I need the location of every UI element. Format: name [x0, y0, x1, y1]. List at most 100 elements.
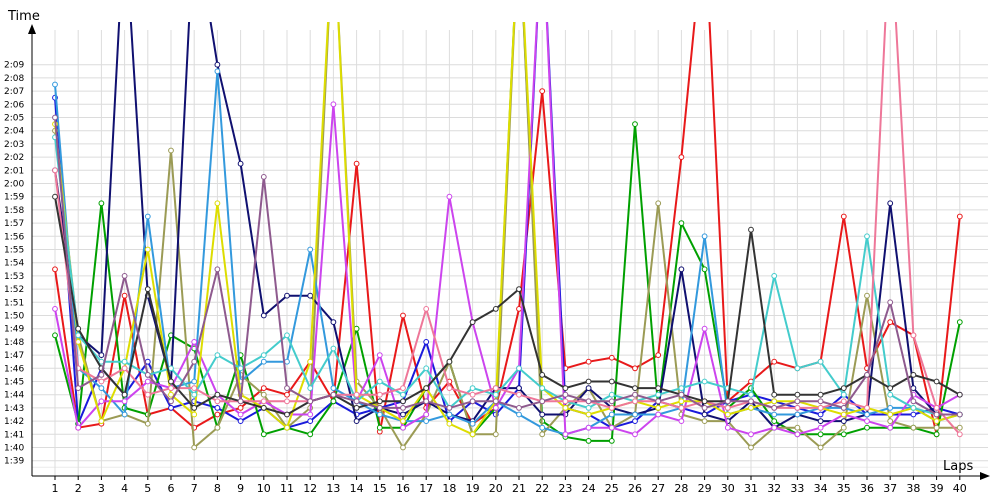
series-line	[54, 70, 961, 436]
data-point	[887, 418, 894, 425]
data-point	[701, 325, 708, 332]
data-point	[562, 385, 569, 392]
data-point	[330, 391, 337, 398]
x-tick-label: 40	[953, 482, 967, 495]
series-line	[54, 22, 961, 429]
x-tick-label: 4	[121, 482, 128, 495]
data-point	[585, 358, 592, 365]
x-tick-label: 30	[721, 482, 735, 495]
data-point	[121, 358, 128, 365]
data-point	[539, 385, 546, 392]
data-point	[632, 418, 638, 425]
data-point	[585, 398, 592, 405]
x-tick-label: 37	[883, 482, 897, 495]
x-tick-label: 39	[930, 482, 944, 495]
data-point	[446, 420, 453, 427]
data-point	[330, 319, 337, 326]
data-point	[307, 418, 314, 425]
x-tick-label: 15	[373, 482, 387, 495]
data-point	[585, 378, 592, 385]
data-point	[75, 325, 82, 332]
data-point	[214, 266, 221, 273]
data-point	[632, 431, 638, 438]
x-tick-label: 34	[814, 482, 828, 495]
y-tick-label: 1:49	[4, 325, 24, 335]
data-point	[956, 213, 963, 220]
data-point	[52, 306, 58, 312]
data-point	[98, 200, 105, 207]
data-point	[608, 398, 615, 405]
data-point	[655, 398, 662, 405]
data-point	[260, 431, 267, 438]
data-point	[516, 286, 522, 293]
data-point	[632, 391, 638, 398]
data-point	[840, 431, 847, 438]
data-point	[446, 405, 453, 411]
data-point	[353, 391, 360, 398]
x-tick-labels: 1 2 3 4 5 6 7 8 9 10 11 12 13 14 15 16 17 18 19 20 21 22 23 24 2…	[52, 482, 967, 495]
x-tick-label: 27	[651, 482, 665, 495]
data-point	[144, 213, 151, 220]
y-axis-arrow	[28, 24, 36, 34]
data-point	[423, 339, 430, 345]
data-point	[539, 411, 546, 418]
data-point	[840, 385, 847, 392]
series-line	[54, 22, 960, 429]
x-tick-label: 29	[698, 482, 712, 495]
data-point	[191, 391, 198, 398]
data-point	[516, 365, 522, 372]
data-point	[423, 411, 430, 418]
data-point	[840, 424, 847, 431]
data-point	[400, 398, 406, 405]
data-point	[469, 385, 476, 392]
data-point	[887, 411, 894, 418]
data-point	[214, 405, 221, 411]
data-point	[748, 226, 754, 233]
data-point	[655, 352, 662, 359]
data-point	[446, 411, 453, 418]
data-point	[284, 391, 290, 398]
data-point	[121, 411, 128, 418]
data-point	[840, 418, 847, 425]
x-tick-label: 38	[906, 482, 920, 495]
data-point	[701, 405, 708, 411]
data-point	[748, 444, 754, 451]
data-point	[701, 266, 708, 273]
x-tick-label: 31	[744, 482, 758, 495]
series-line	[54, 22, 961, 442]
data-point	[933, 424, 940, 431]
data-point	[701, 233, 708, 240]
data-point	[121, 292, 128, 299]
data-point	[678, 385, 685, 392]
data-point	[910, 398, 917, 405]
x-axis-title: Laps	[943, 459, 973, 474]
data-point	[376, 398, 383, 405]
data-point	[400, 405, 406, 411]
data-point	[191, 405, 198, 411]
series-line	[54, 22, 961, 436]
data-point	[214, 391, 221, 398]
data-point	[353, 160, 360, 167]
x-tick-label: 35	[837, 482, 851, 495]
data-point	[748, 398, 754, 405]
data-point	[307, 385, 314, 392]
data-point	[864, 411, 870, 418]
data-point	[655, 411, 662, 418]
y-tick-label: 1:51	[4, 298, 24, 308]
data-point	[376, 391, 383, 398]
x-tick-label: 22	[535, 482, 549, 495]
data-point	[933, 411, 940, 418]
data-point	[469, 420, 476, 427]
data-point	[168, 405, 174, 411]
x-tick-label: 25	[605, 482, 619, 495]
data-point	[794, 398, 801, 405]
data-point	[887, 405, 894, 411]
y-tick-label: 1:57	[4, 219, 24, 229]
data-point	[52, 193, 58, 200]
y-tick-label: 1:59	[4, 193, 24, 203]
data-point	[284, 424, 290, 431]
data-point	[562, 431, 569, 438]
x-tick-label: 3	[98, 482, 105, 495]
x-tick-label: 11	[280, 482, 294, 495]
data-point	[52, 332, 58, 339]
